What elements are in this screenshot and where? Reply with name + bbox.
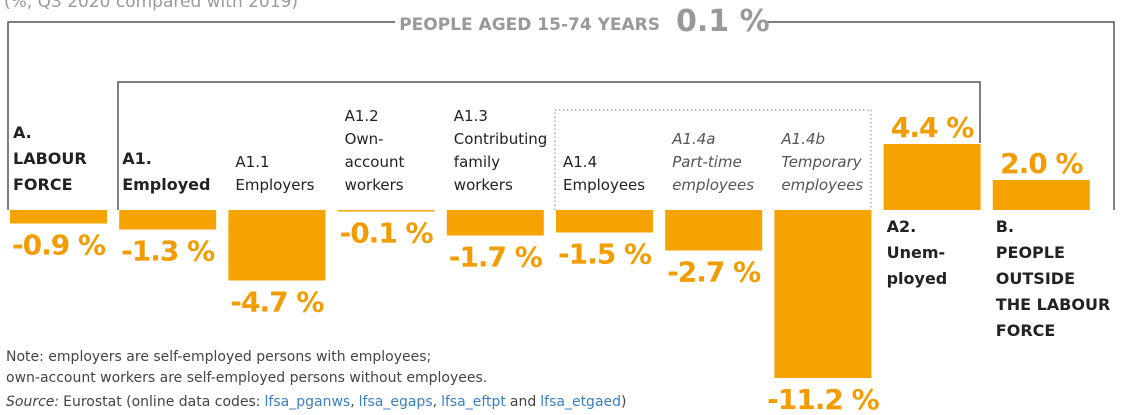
bar [774, 210, 872, 378]
category-label: LABOUR [13, 149, 87, 168]
separator: , [433, 394, 437, 410]
category-label: workers [454, 176, 513, 194]
source-end: ) [621, 394, 626, 410]
note: own-account workers are self-employed pe… [6, 370, 487, 386]
category-label: B. [996, 217, 1014, 236]
separator: , [350, 394, 354, 410]
source-text: Eurostat (online data codes: [63, 394, 260, 410]
employed-frame [117, 81, 981, 210]
data-code: lfsa_etgaed [540, 394, 621, 410]
category-label: Own- [345, 130, 384, 148]
value-label: -0.1 % [340, 217, 434, 250]
category-label: Employed [122, 175, 210, 194]
category-label: FORCE [13, 175, 73, 194]
bar [228, 210, 326, 281]
value-label: -0.9 % [12, 229, 106, 262]
category-label: THE LABOUR [996, 295, 1111, 314]
category-label: FORCE [996, 321, 1056, 340]
header-gap [395, 4, 765, 38]
category-label: A. [13, 123, 32, 142]
category-label: ployed [887, 269, 948, 288]
category-label: A1. [122, 149, 152, 168]
separator: and [510, 394, 536, 410]
category-label: workers [345, 176, 404, 194]
category-label: Contributing [454, 130, 547, 148]
category-label: OUTSIDE [996, 269, 1075, 288]
subtitle: (%, Q3 2020 compared with 2019) [4, 0, 298, 12]
value-label: -4.7 % [230, 286, 324, 319]
bar [10, 210, 107, 224]
bar [992, 180, 1090, 210]
data-code: lfsa_egaps [359, 394, 433, 410]
value-label: -11.2 % [767, 383, 879, 415]
value-label: -1.7 % [449, 241, 543, 274]
category-label: A2. [887, 217, 917, 236]
value-label: -1.3 % [121, 235, 215, 268]
bar [665, 210, 763, 251]
source: Source: Eurostat (online data codes: lfsa_… [6, 394, 627, 410]
data-code: lfsa_eftpt [441, 394, 506, 410]
bar [556, 210, 653, 233]
category-label: A1.3 [454, 107, 488, 125]
total-name: PEOPLE AGED 15-74 YEARS [399, 15, 660, 35]
bar [883, 144, 981, 210]
note: Note: employers are self-employed person… [6, 349, 431, 365]
data-code: lfsa_pganws [265, 394, 351, 410]
category-label: Employers [235, 176, 314, 194]
category-label: Employees [563, 176, 645, 194]
value-label: 4.4 % [891, 111, 974, 144]
category-label: Part-time [672, 153, 742, 171]
category-label: A1.1 [235, 153, 269, 171]
source-label: Source: [6, 394, 59, 410]
category-label: family [454, 153, 500, 171]
category-label: A1.4b [780, 130, 825, 148]
bar [446, 210, 544, 236]
category-label: Unem- [887, 243, 946, 262]
value-label: 2.0 % [1000, 147, 1083, 180]
total-value: 0.1 % [676, 4, 770, 39]
category-label: A1.4a [671, 130, 715, 148]
bar [337, 210, 435, 212]
category-label: PEOPLE [996, 243, 1065, 262]
category-label: account [345, 153, 405, 171]
category-label: A1.4 [563, 153, 597, 171]
category-label: Temporary [781, 153, 862, 171]
value-label: -1.5 % [558, 238, 652, 271]
bar [119, 210, 217, 230]
category-label: A1.2 [345, 107, 379, 125]
category-label: employees [781, 176, 863, 194]
category-label: employees [672, 176, 754, 194]
value-label: -2.7 % [667, 256, 761, 289]
